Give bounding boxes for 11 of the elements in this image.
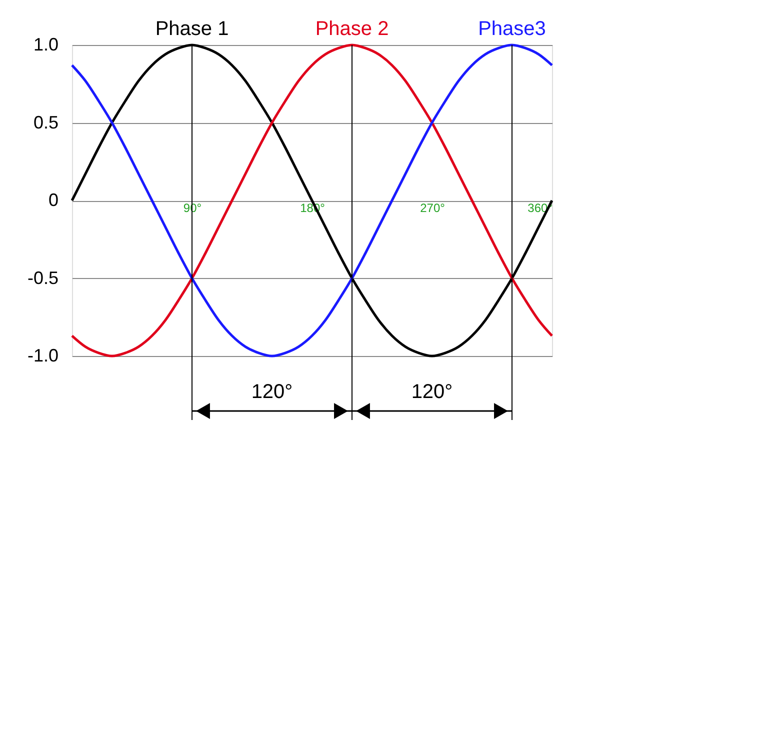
- series-label: Phase 2: [315, 18, 389, 40]
- y-tick-label: 1.0: [33, 34, 58, 54]
- text: 120°: [251, 381, 293, 403]
- series-label: Phase 1: [155, 18, 229, 40]
- text: 120°: [411, 381, 453, 403]
- series-label: Phase3: [478, 18, 546, 40]
- y-tick-label: 0: [48, 190, 58, 210]
- y-tick-label: -1.0: [27, 346, 58, 366]
- x-tick-label: 270°: [420, 201, 446, 215]
- y-tick-label: 0.5: [33, 112, 58, 132]
- y-tick-label: -0.5: [27, 268, 58, 288]
